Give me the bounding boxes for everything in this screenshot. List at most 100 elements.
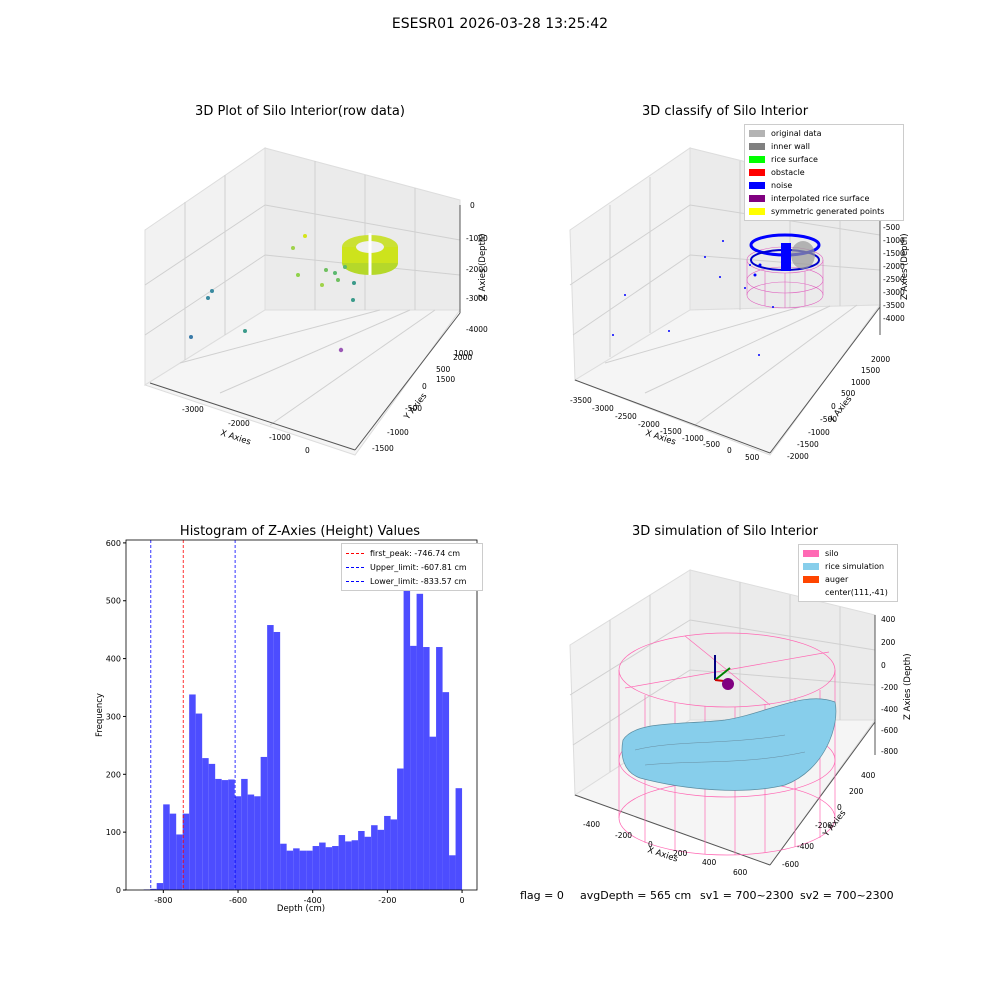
histogram-bar — [429, 736, 437, 890]
histogram-chart: -800 -600 -400 -200 0 0 100 200 300 400 500 600 De… — [95, 539, 478, 914]
ytick: 500 — [841, 389, 856, 398]
legend-line — [346, 580, 364, 582]
xtick: -3500 — [570, 396, 592, 405]
xtick: -500 — [703, 440, 720, 449]
legend-label: rice simulation — [825, 562, 885, 571]
xtick: -3000 — [182, 405, 204, 414]
xtick: 0 — [305, 446, 310, 455]
xtick: -1000 — [269, 433, 291, 442]
legend-label: Lower_limit: -833.57 cm — [370, 576, 467, 586]
z-axis-label: Z Axies (Depth) — [900, 233, 910, 300]
histogram-bar — [182, 813, 190, 890]
legend-label: rice surface — [771, 155, 818, 164]
legend-entry: rice surface — [749, 153, 899, 166]
ytick: 1500 — [861, 366, 880, 375]
noise-ring — [749, 233, 821, 271]
histogram-bar — [351, 840, 359, 890]
x-axis-line — [149, 382, 356, 451]
legend-swatch — [749, 130, 765, 137]
histogram-bar — [384, 815, 391, 890]
x-axis-label: X Axies — [219, 428, 252, 447]
legend-label: original data — [771, 129, 822, 138]
ztick: -400 — [881, 705, 898, 714]
histogram-bar — [254, 796, 261, 890]
scatter-points — [189, 234, 356, 353]
threshold-lines — [150, 540, 236, 890]
ytick: 1500 — [436, 375, 455, 384]
ztick: -3000 — [466, 294, 488, 303]
histogram-bar — [267, 625, 274, 890]
histogram-bar — [208, 763, 216, 890]
tick-labels: -3000 -2000 -1000 0 -1500 -1000 -500 0 5… — [182, 201, 488, 455]
dense-point-cloud — [342, 233, 398, 275]
raw-3d-plot: -3000 -2000 -1000 0 -1500 -1000 -500 0 5… — [143, 147, 488, 456]
histogram-bar — [306, 850, 313, 890]
histogram-bar — [280, 843, 287, 890]
ztick: 0 — [881, 661, 886, 670]
histogram-bar — [319, 842, 326, 890]
x-tick-label: -600 — [229, 896, 247, 905]
legend-swatch — [749, 182, 765, 189]
histogram-bar — [377, 829, 385, 890]
legend-entry: interpolated rice surface — [749, 192, 899, 205]
y-tick-label: 500 — [106, 597, 121, 606]
histogram-bar — [286, 850, 294, 890]
histogram-bar — [364, 836, 372, 890]
panel4-title: 3D simulation of Silo Interior — [632, 524, 818, 539]
histogram-bar — [403, 579, 411, 890]
ytick: 2000 — [453, 353, 472, 362]
legend-swatch — [749, 169, 765, 176]
ztick: -3000 — [883, 288, 905, 297]
histogram-bar — [442, 692, 450, 890]
legend-label: auger — [825, 575, 849, 584]
legend-label: interpolated rice surface — [771, 194, 870, 203]
histogram-bar — [332, 846, 339, 890]
legend-line — [346, 566, 364, 568]
histogram-bar — [345, 841, 352, 890]
ytick: -1000 — [387, 428, 409, 437]
histogram-bars — [143, 579, 463, 890]
y-axis-line — [769, 306, 881, 454]
legend-entry: center(111,-41) — [803, 586, 893, 599]
xtick: 600 — [733, 868, 748, 877]
legend-entry: inner wall — [749, 140, 899, 153]
legend-label: symmetric generated points — [771, 207, 885, 216]
x-axis-line — [574, 794, 771, 866]
legend-swatch — [749, 195, 765, 202]
xtick: 200 — [673, 849, 688, 858]
x-tick-label: -400 — [304, 896, 322, 905]
ytick: 0 — [422, 382, 427, 391]
legend-entry: first_peak: -746.74 cm — [346, 546, 478, 560]
auger-marker — [714, 655, 734, 690]
y-tick-label: 400 — [106, 655, 121, 664]
ytick: -400 — [797, 842, 814, 851]
histogram-bar — [325, 847, 333, 890]
legend-label: center(111,-41) — [825, 588, 888, 597]
legend-label: first_peak: -746.74 cm — [370, 548, 461, 558]
legend-entry: obstacle — [749, 166, 899, 179]
histogram-bar — [163, 804, 170, 890]
histogram-bar — [189, 694, 196, 890]
legend-swatch — [803, 589, 819, 596]
sv1-text: sv1 = 700~2300 — [700, 889, 794, 902]
ztick: -1000 — [883, 236, 905, 245]
flag-text: flag = 0 — [520, 889, 564, 902]
histogram-bar — [293, 848, 300, 890]
classify-3d-plot: -3500 -3000 -2500 -2000 -1500 -1000 -500… — [569, 147, 910, 462]
histogram-bar — [150, 888, 157, 890]
histogram-bar — [221, 780, 229, 890]
histogram-bar — [410, 645, 417, 890]
legend-label: inner wall — [771, 142, 811, 151]
histogram-bar — [215, 778, 222, 890]
legend-label: silo — [825, 549, 839, 558]
z-axis-label: Z Axies (Depth) — [903, 653, 913, 720]
y-tick-label: 200 — [106, 770, 121, 779]
ztick: -4000 — [883, 314, 905, 323]
xtick: -200 — [615, 831, 632, 840]
histogram-bar — [202, 758, 209, 890]
ytick: 2000 — [871, 355, 890, 364]
simulation-legend: silo rice simulation auger center(111,-4… — [798, 544, 898, 602]
y-tick-label: 100 — [106, 828, 121, 837]
figure-title: ESESR01 2026-03-28 13:25:42 — [391, 16, 609, 32]
ztick: -3500 — [883, 301, 905, 310]
